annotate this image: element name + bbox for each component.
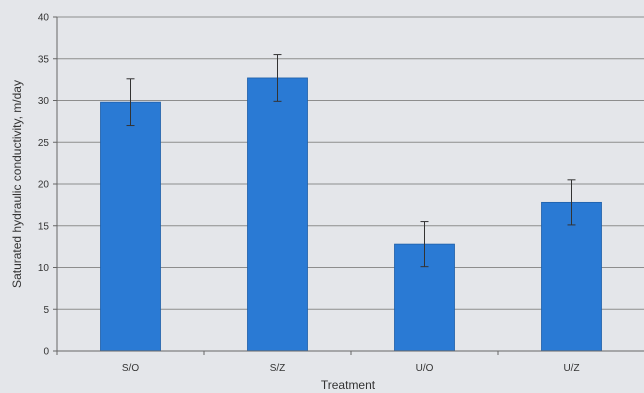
error-bar <box>126 78 135 127</box>
y-tick-label: 15 <box>38 221 50 232</box>
error-bars <box>126 54 576 268</box>
axes <box>53 16 644 355</box>
bar-s-o <box>100 101 161 352</box>
y-axis-title: Saturated hydraulic conductivity, m/day <box>10 80 24 288</box>
error-bar <box>420 221 429 268</box>
y-tick-label: 20 <box>38 180 50 191</box>
x-tick-label: U/Z <box>563 363 579 374</box>
y-tick-label: 25 <box>38 138 50 149</box>
y-tick-label: 35 <box>38 54 50 65</box>
bars <box>100 77 602 352</box>
x-tick-label: S/O <box>122 363 139 374</box>
y-tick-label: 40 <box>38 13 50 24</box>
x-axis-title: Treatment <box>321 378 376 392</box>
bar-s-z <box>247 77 308 352</box>
tick-labels: 0 5 10 15 20 25 30 35 40 S/O S/Z U/O U/Z <box>38 13 580 375</box>
error-bar <box>567 179 576 226</box>
error-bar <box>273 54 282 102</box>
y-tick-label: 10 <box>38 263 50 274</box>
y-tick-label: 30 <box>38 96 50 107</box>
x-tick-label: U/O <box>416 363 434 374</box>
x-tick-label: S/Z <box>270 363 286 374</box>
y-tick-label: 0 <box>43 347 49 358</box>
y-tick-label: 5 <box>43 305 49 316</box>
bar-u-z <box>541 201 602 352</box>
